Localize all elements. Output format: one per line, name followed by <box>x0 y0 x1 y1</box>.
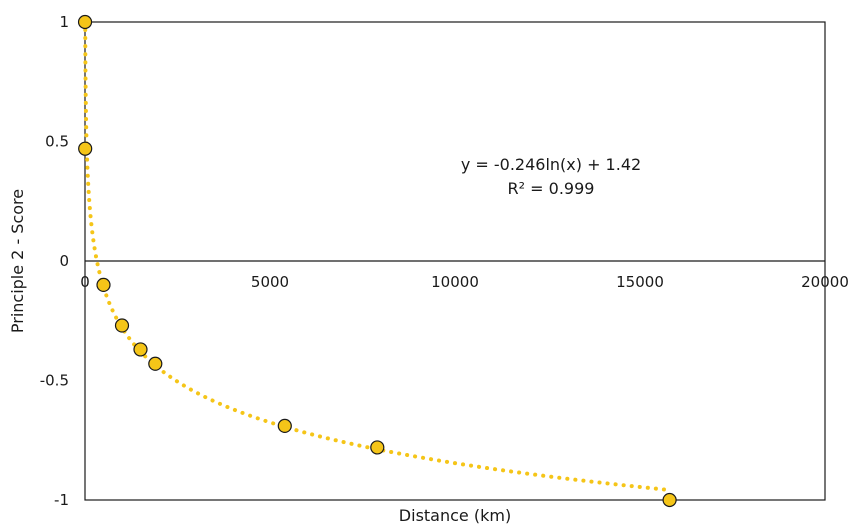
data-point <box>78 141 93 156</box>
data-points <box>77 14 677 508</box>
y-tick-label: 0.5 <box>45 133 69 151</box>
r-squared-annotation: R² = 0.999 <box>508 179 595 198</box>
y-tick-label: 0 <box>59 252 69 270</box>
equation-annotation: y = -0.246ln(x) + 1.42 <box>461 155 641 174</box>
data-point <box>148 356 163 371</box>
x-tick-label: 20000 <box>801 273 849 291</box>
y-tick-label: -1 <box>54 491 69 509</box>
x-tick-label: 5000 <box>251 273 289 291</box>
trendline <box>83 20 672 493</box>
y-axis-title: Principle 2 - Score <box>8 189 27 333</box>
data-point <box>133 342 148 357</box>
data-point <box>662 492 677 508</box>
data-point <box>114 318 130 333</box>
data-point <box>277 418 292 434</box>
y-tick-labels: 1 0.5 0 -0.5 -1 <box>40 13 69 509</box>
data-point <box>77 14 93 30</box>
y-tick-label: -0.5 <box>40 372 69 390</box>
x-axis-title: Distance (km) <box>399 506 511 525</box>
data-point <box>370 440 385 455</box>
x-tick-label: 15000 <box>616 273 664 291</box>
x-tick-label: 10000 <box>431 273 479 291</box>
data-point <box>96 277 111 292</box>
x-tick-labels: 0 5000 10000 15000 20000 <box>80 273 849 291</box>
x-tick-label: 0 <box>80 273 90 291</box>
y-tick-label: 1 <box>59 13 69 31</box>
